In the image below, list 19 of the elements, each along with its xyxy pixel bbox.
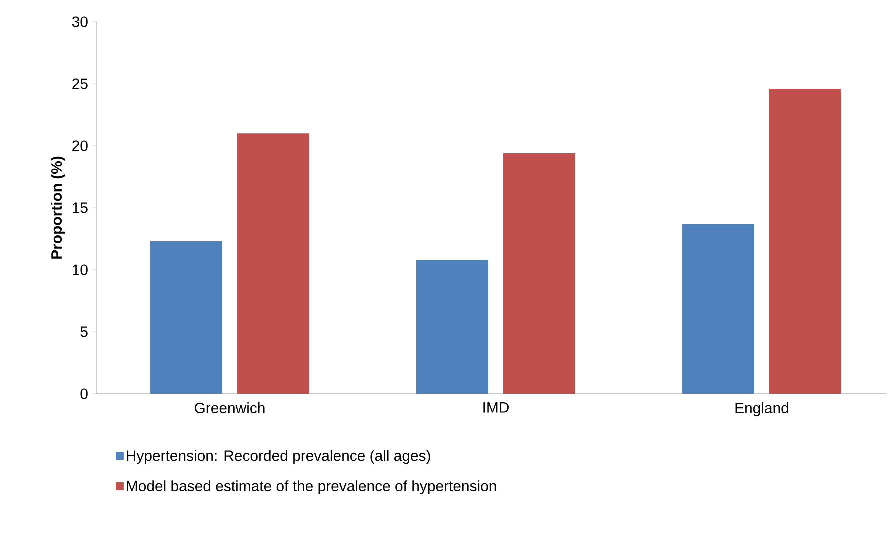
y-tick-label: 0 [80,388,88,400]
x-tick-label: England [736,402,788,416]
legend-label: Model based estimate of the prevalence of hypertension [127,480,496,494]
y-tick-label: 30 [72,16,88,28]
bar [150,241,222,394]
y-axis-title: Proportion (%) [51,156,66,259]
y-tick-label: 10 [73,264,88,276]
bar [503,153,576,394]
legend-label: Hypertension: Recorded prevalence (all ages) [127,450,430,464]
y-tick-label: 15 [73,202,88,214]
y-tick-label: 25 [72,78,88,90]
bar [682,224,754,394]
bar [769,88,842,394]
bar [238,134,310,394]
y-tick-label: 5 [80,326,88,338]
y-tick-label: 20 [72,140,88,152]
x-tick-label: IMD [484,402,509,413]
bar [416,260,488,394]
x-tick-label: Greenwich [195,402,265,414]
